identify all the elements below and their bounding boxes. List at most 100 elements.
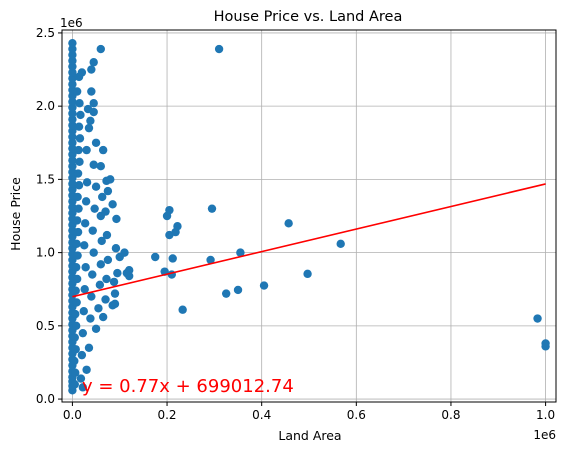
data-point (68, 162, 77, 171)
data-point (165, 205, 174, 215)
data-point (98, 312, 108, 322)
regression-equation-annotation: y = 0.77x + 699012.74 (82, 376, 294, 397)
data-point (68, 132, 77, 142)
data-point (124, 271, 134, 281)
data-point (259, 281, 269, 290)
data-point (68, 138, 77, 147)
data-point (97, 236, 106, 246)
data-point (541, 339, 550, 348)
data-point (71, 263, 81, 272)
data-point (94, 304, 103, 313)
data-point (68, 120, 77, 130)
data-point (74, 181, 84, 190)
data-point (75, 134, 85, 143)
data-point (82, 178, 92, 187)
data-point (80, 241, 89, 250)
axis-ticks: 0.0 0.2 0.4 0.6 0.8 1.0 0.0 0.5 1.0 1.5 2.0 2.5 (36, 26, 555, 422)
data-point (102, 274, 111, 284)
data-point (101, 207, 110, 216)
data-point (78, 328, 88, 338)
data-point (284, 219, 293, 228)
data-point (70, 356, 79, 366)
y-tick-label: 0.5 (36, 319, 55, 333)
data-point (68, 156, 77, 165)
data-point (75, 99, 84, 108)
data-point (303, 269, 312, 279)
data-point (71, 345, 80, 354)
data-point (89, 58, 98, 67)
data-point (71, 321, 81, 331)
x-tick-label: 0.8 (441, 408, 460, 422)
data-point (87, 65, 96, 74)
data-point (77, 350, 87, 360)
data-point (89, 248, 98, 257)
data-point (68, 173, 77, 183)
data-point (84, 343, 94, 353)
x-tick-label: 1.0 (536, 408, 555, 422)
data-point (79, 306, 88, 316)
data-point (236, 248, 245, 257)
data-point (109, 277, 119, 287)
data-point (214, 44, 224, 54)
data-point (106, 175, 115, 184)
y-axis-label: House Price (8, 177, 23, 251)
x-tick-label: 0.4 (252, 408, 271, 422)
data-point (112, 214, 121, 224)
data-point (68, 208, 77, 218)
data-point (84, 123, 94, 133)
data-point (73, 251, 82, 260)
data-point (87, 87, 96, 96)
data-point (72, 274, 82, 284)
data-point (110, 299, 120, 309)
data-point (95, 280, 105, 290)
data-point (96, 162, 106, 171)
data-point (98, 145, 108, 155)
data-point (88, 226, 97, 235)
data-point (68, 126, 77, 136)
data-point (89, 99, 98, 108)
data-point (68, 150, 77, 159)
data-point (90, 204, 99, 213)
data-point (68, 109, 77, 118)
data-point (68, 97, 77, 106)
data-point (71, 368, 80, 377)
data-point (68, 179, 77, 188)
data-point (233, 285, 243, 295)
data-point (68, 50, 77, 60)
data-point (221, 289, 231, 298)
y-tick-label: 2.0 (36, 99, 55, 113)
data-point (68, 38, 77, 48)
data-point (80, 219, 90, 228)
data-point (88, 270, 97, 279)
data-point (73, 192, 82, 202)
data-point (207, 204, 217, 213)
y-tick-label: 2.5 (36, 26, 55, 40)
data-point (73, 169, 83, 178)
regression-line (72, 183, 546, 298)
data-point (68, 44, 77, 54)
data-point (68, 103, 77, 112)
data-point (168, 254, 177, 263)
scatter-points (68, 38, 550, 395)
x-axis-offset-label: 1e6 (533, 428, 556, 442)
data-point (68, 68, 77, 77)
data-point (68, 56, 77, 65)
data-point (103, 255, 113, 265)
data-point (178, 305, 187, 314)
data-point (336, 239, 345, 249)
data-point (72, 239, 81, 249)
data-point (103, 186, 113, 196)
data-point (70, 333, 79, 342)
data-point (73, 227, 83, 237)
data-point (111, 244, 121, 253)
data-point (533, 314, 542, 323)
data-point (68, 232, 77, 241)
y-tick-label: 0.0 (36, 392, 55, 406)
data-point (72, 298, 81, 307)
data-point (124, 265, 134, 275)
data-point (75, 157, 84, 167)
plot-frame (61, 29, 557, 403)
data-point (91, 324, 101, 333)
data-point (108, 200, 117, 209)
